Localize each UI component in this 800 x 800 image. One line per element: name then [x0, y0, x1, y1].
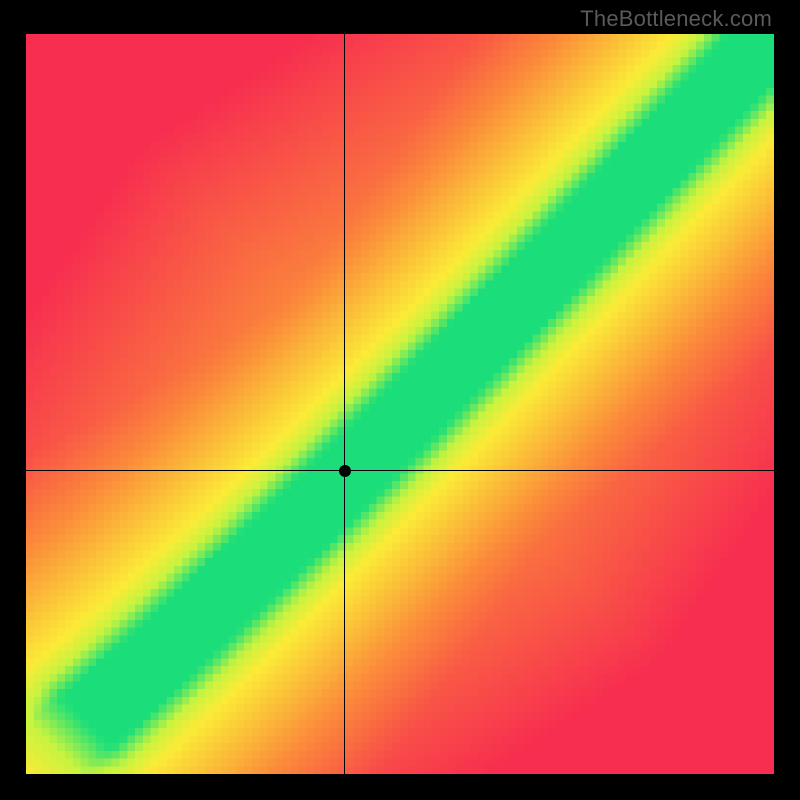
frame-border-right [774, 0, 800, 800]
crosshair-marker [339, 465, 351, 477]
frame-border-bottom [0, 774, 800, 800]
crosshair-horizontal [26, 470, 774, 471]
crosshair-vertical [344, 34, 345, 774]
frame-border-left [0, 0, 26, 800]
bottleneck-heatmap [26, 34, 774, 774]
watermark-text: TheBottleneck.com [580, 6, 772, 32]
